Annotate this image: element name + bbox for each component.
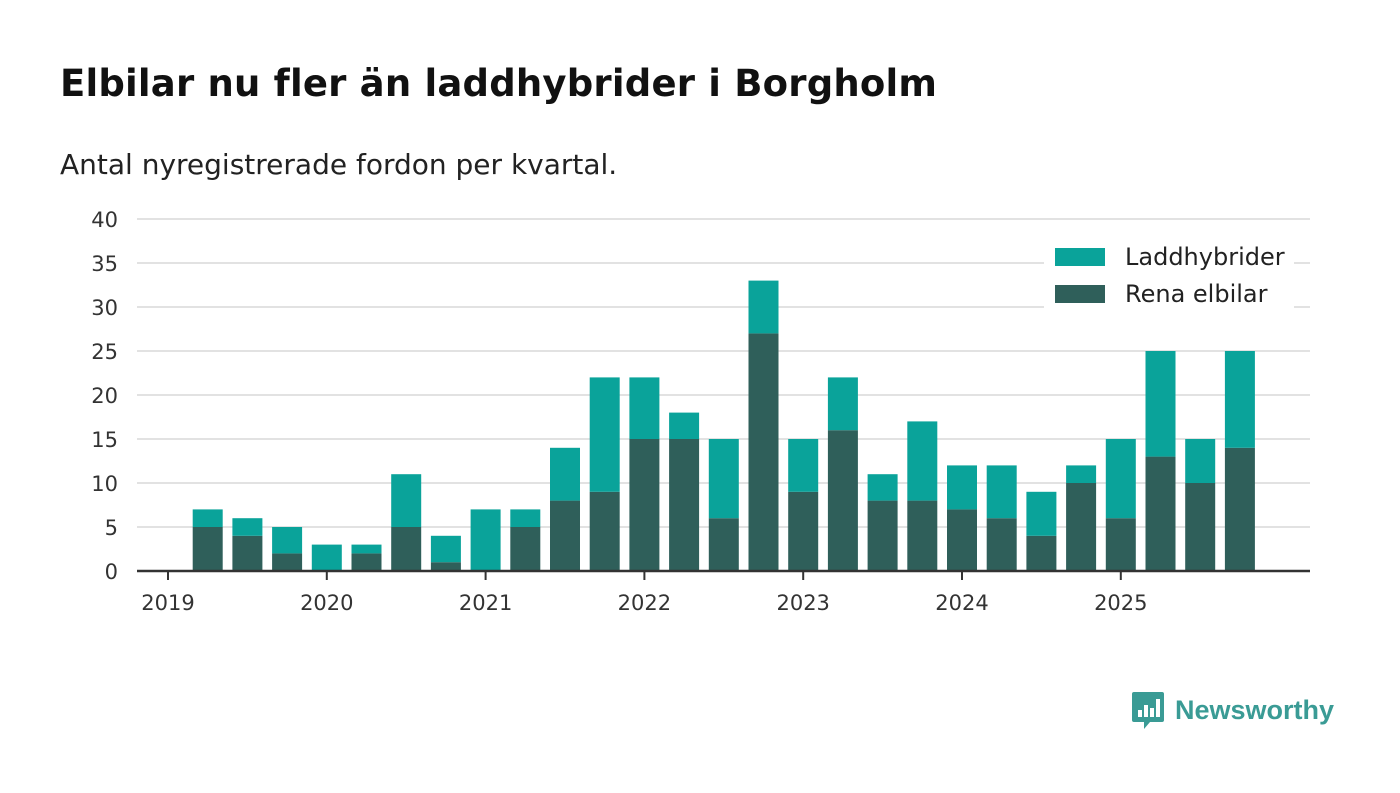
bar-rena-elbilar-2019-Q4 xyxy=(272,553,303,571)
bar-laddhybrider-2019-Q2 xyxy=(192,509,223,527)
bar-laddhybrider-2020-Q1 xyxy=(311,544,342,571)
bar-laddhybrider-2021-Q2 xyxy=(510,509,541,527)
bar-rena-elbilar-2022-Q4 xyxy=(748,333,779,571)
newsworthy-logo-icon xyxy=(1132,692,1164,729)
legend-label-1: Rena elbilar xyxy=(1125,280,1268,308)
bar-rena-elbilar-2023-Q4 xyxy=(907,500,938,571)
legend: Laddhybrider Rena elbilar xyxy=(1044,238,1294,310)
y-tick-label: 25 xyxy=(91,340,118,364)
y-tick-label: 40 xyxy=(91,208,118,232)
bar-rena-elbilar-2024-Q2 xyxy=(986,518,1017,571)
bar-laddhybrider-2024-Q1 xyxy=(947,465,977,510)
bar-rena-elbilar-2024-Q1 xyxy=(947,509,977,571)
bar-rena-elbilar-2021-Q2 xyxy=(510,527,541,571)
y-tick-label: 5 xyxy=(105,516,118,540)
bar-laddhybrider-2024-Q3 xyxy=(1026,491,1057,536)
legend-label-0: Laddhybrider xyxy=(1125,243,1285,271)
x-tick-label-2020: 2020 xyxy=(300,591,353,615)
bar-rena-elbilar-2021-Q4 xyxy=(589,491,620,571)
bar-laddhybrider-2025-Q1 xyxy=(1105,439,1136,519)
bar-rena-elbilar-2019-Q3 xyxy=(232,535,263,571)
bar-rena-elbilar-2025-Q2 xyxy=(1145,456,1176,571)
bar-laddhybrider-2022-Q1 xyxy=(629,377,660,439)
bar-laddhybrider-2023-Q3 xyxy=(867,474,898,501)
bar-laddhybrider-2019-Q4 xyxy=(272,527,303,554)
legend-swatch-0 xyxy=(1055,248,1105,266)
bar-rena-elbilar-2020-Q4 xyxy=(430,562,461,571)
bar-rena-elbilar-2023-Q2 xyxy=(827,430,858,571)
y-tick-label: 30 xyxy=(91,296,118,320)
y-tick-label: 0 xyxy=(105,560,118,584)
bar-laddhybrider-2024-Q4 xyxy=(1066,465,1097,483)
x-tick-label-2022: 2022 xyxy=(618,591,671,615)
y-tick-label: 10 xyxy=(91,472,118,496)
chart-title: Elbilar nu fler än laddhybrider i Borgho… xyxy=(60,62,938,105)
x-tick-label-2019: 2019 xyxy=(141,591,194,615)
x-tick-label-2023: 2023 xyxy=(776,591,829,615)
brand-logo: Newsworthy xyxy=(1131,690,1334,730)
bar-rena-elbilar-2022-Q2 xyxy=(669,439,700,571)
bar-rena-elbilar-2024-Q4 xyxy=(1066,483,1097,571)
bar-laddhybrider-2020-Q4 xyxy=(430,535,461,563)
bar-laddhybrider-2023-Q1 xyxy=(788,439,819,492)
bar-laddhybrider-2021-Q1 xyxy=(470,509,501,571)
bar-laddhybrider-2022-Q4 xyxy=(748,280,779,334)
bar-rena-elbilar-2025-Q1 xyxy=(1105,518,1136,571)
bar-laddhybrider-2025-Q2 xyxy=(1145,351,1176,457)
y-tick-label: 20 xyxy=(91,384,118,408)
bar-laddhybrider-2021-Q3 xyxy=(550,447,580,501)
x-tick-label-2021: 2021 xyxy=(459,591,512,615)
bar-rena-elbilar-2021-Q3 xyxy=(550,500,580,571)
bar-laddhybrider-2020-Q3 xyxy=(391,474,422,527)
bar-rena-elbilar-2025-Q4 xyxy=(1224,447,1255,571)
bar-laddhybrider-2019-Q3 xyxy=(232,518,263,536)
bar-laddhybrider-2024-Q2 xyxy=(986,465,1017,519)
brand-name: Newsworthy xyxy=(1175,694,1335,725)
bar-laddhybrider-2023-Q2 xyxy=(827,377,858,431)
bar-laddhybrider-2023-Q4 xyxy=(907,421,938,501)
chart-subtitle: Antal nyregistrerade fordon per kvartal. xyxy=(60,148,618,181)
legend-swatch-1 xyxy=(1055,285,1105,303)
x-tick-label-2024: 2024 xyxy=(935,591,988,615)
bar-rena-elbilar-2020-Q3 xyxy=(391,527,422,571)
x-tick-label-2025: 2025 xyxy=(1094,591,1147,615)
bar-laddhybrider-2021-Q4 xyxy=(589,377,620,492)
bar-laddhybrider-2022-Q3 xyxy=(708,439,739,519)
bar-laddhybrider-2020-Q2 xyxy=(351,544,382,554)
bar-rena-elbilar-2024-Q3 xyxy=(1026,535,1057,571)
bar-laddhybrider-2022-Q2 xyxy=(669,412,700,439)
bar-rena-elbilar-2020-Q2 xyxy=(351,553,382,571)
bar-rena-elbilar-2023-Q3 xyxy=(867,500,898,571)
bars-layer xyxy=(192,280,1255,571)
y-tick-label: 15 xyxy=(91,428,118,452)
bar-rena-elbilar-2022-Q1 xyxy=(629,439,660,571)
bar-laddhybrider-2025-Q4 xyxy=(1224,351,1255,448)
bar-laddhybrider-2025-Q3 xyxy=(1185,439,1216,483)
bar-rena-elbilar-2019-Q2 xyxy=(192,527,223,571)
bar-rena-elbilar-2023-Q1 xyxy=(788,491,819,571)
y-tick-label: 35 xyxy=(91,252,118,276)
bar-rena-elbilar-2022-Q3 xyxy=(708,518,739,571)
bar-rena-elbilar-2025-Q3 xyxy=(1185,483,1216,571)
